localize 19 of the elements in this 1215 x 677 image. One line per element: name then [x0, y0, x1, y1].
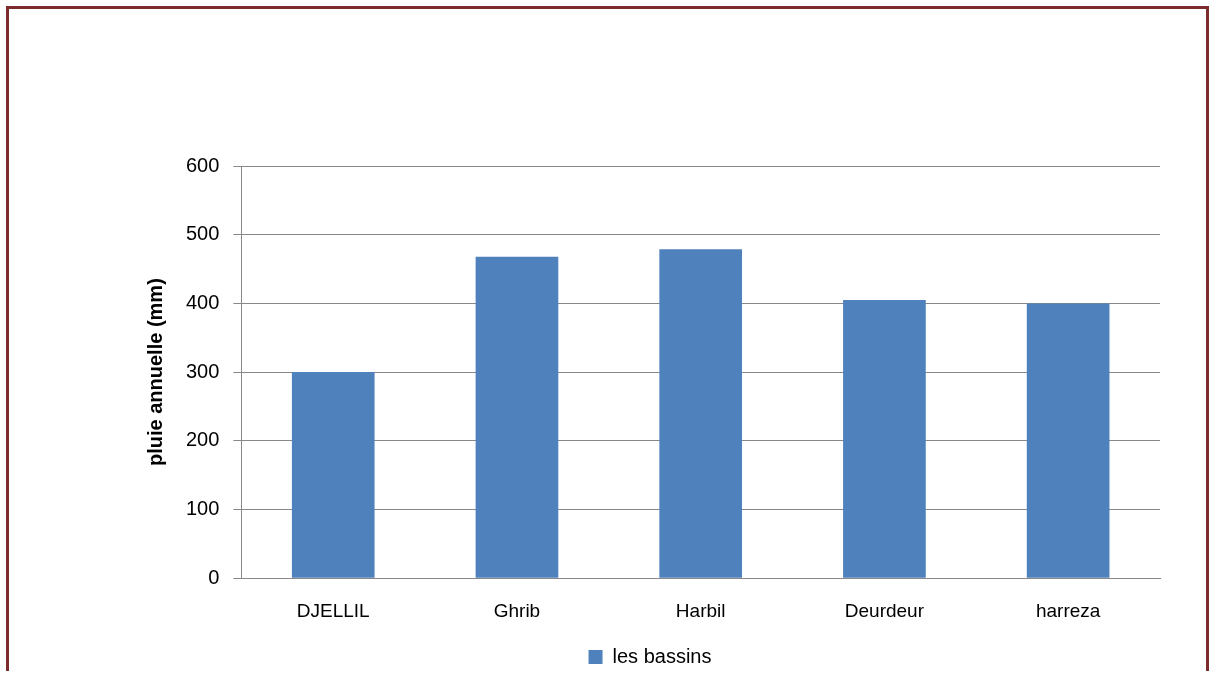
- legend-label: les bassins: [612, 644, 712, 667]
- y-tick-label: 100: [185, 497, 220, 520]
- x-tick-label: Deurdeur: [844, 599, 925, 621]
- x-tick-label: Harbil: [675, 599, 726, 621]
- bar: [475, 256, 559, 578]
- x-tick-label: harreza: [1035, 599, 1101, 621]
- y-tick-label: 500: [185, 222, 220, 245]
- y-tick-label: 300: [185, 359, 220, 382]
- bar: [843, 299, 926, 578]
- bar: [659, 249, 743, 578]
- x-tick-label: DJELLIL: [296, 599, 370, 621]
- x-tick-label: Ghrib: [493, 599, 541, 621]
- y-tick-label: 600: [185, 153, 220, 176]
- bar: [291, 372, 375, 578]
- y-tick-label: 400: [185, 290, 220, 313]
- bar: [1026, 303, 1110, 578]
- y-tick-label: 200: [185, 428, 220, 451]
- y-tick-label: 0: [208, 565, 220, 588]
- y-axis-title: pluie annuelle (mm): [143, 278, 166, 467]
